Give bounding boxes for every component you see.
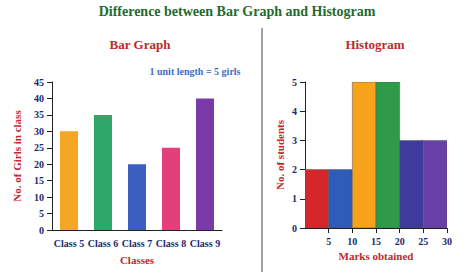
svg-text:Class 7: Class 7 — [122, 238, 152, 249]
svg-text:5: 5 — [292, 77, 297, 88]
svg-text:1 unit length = 5 girls: 1 unit length = 5 girls — [150, 66, 241, 77]
svg-text:25: 25 — [34, 142, 44, 153]
svg-text:Class 6: Class 6 — [88, 238, 118, 249]
svg-text:Class 8: Class 8 — [156, 238, 186, 249]
svg-text:0: 0 — [292, 223, 297, 234]
svg-text:Difference between Bar Graph a: Difference between Bar Graph and Histogr… — [99, 4, 376, 19]
svg-text:40: 40 — [34, 93, 44, 104]
svg-text:30: 30 — [442, 236, 452, 247]
svg-text:Class 5: Class 5 — [54, 238, 84, 249]
svg-text:4: 4 — [292, 106, 297, 117]
svg-text:3: 3 — [292, 135, 297, 146]
svg-text:5: 5 — [326, 236, 331, 247]
svg-text:0: 0 — [39, 225, 44, 236]
svg-text:Marks obtained: Marks obtained — [339, 250, 414, 262]
svg-text:15: 15 — [371, 236, 381, 247]
svg-text:45: 45 — [34, 77, 44, 88]
svg-text:2: 2 — [292, 164, 297, 175]
svg-text:Classes: Classes — [120, 254, 155, 266]
svg-text:15: 15 — [34, 175, 44, 186]
svg-text:1: 1 — [292, 193, 297, 204]
svg-text:No. of students: No. of students — [274, 119, 286, 190]
svg-text:10: 10 — [347, 236, 357, 247]
svg-text:35: 35 — [34, 109, 44, 120]
svg-text:20: 20 — [34, 159, 44, 170]
svg-text:Bar Graph: Bar Graph — [110, 37, 172, 52]
svg-text:20: 20 — [395, 236, 405, 247]
svg-text:Class 9: Class 9 — [190, 238, 220, 249]
svg-text:30: 30 — [34, 126, 44, 137]
svg-text:5: 5 — [39, 208, 44, 219]
svg-text:25: 25 — [418, 236, 428, 247]
svg-text:No. of Girls in class: No. of Girls in class — [11, 110, 23, 202]
svg-text:Histogram: Histogram — [345, 37, 404, 52]
svg-text:10: 10 — [34, 192, 44, 203]
